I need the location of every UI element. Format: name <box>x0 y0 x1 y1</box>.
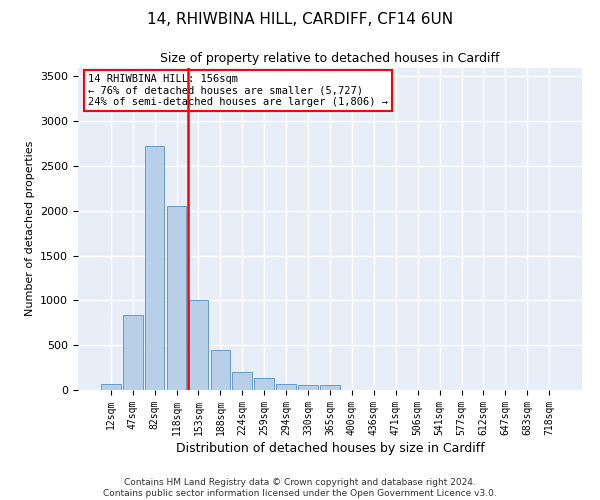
Bar <box>254 378 274 390</box>
Bar <box>123 315 143 390</box>
Bar <box>101 384 121 390</box>
Y-axis label: Number of detached properties: Number of detached properties <box>25 141 35 316</box>
Text: Contains HM Land Registry data © Crown copyright and database right 2024.
Contai: Contains HM Land Registry data © Crown c… <box>103 478 497 498</box>
Text: 14, RHIWBINA HILL, CARDIFF, CF14 6UN: 14, RHIWBINA HILL, CARDIFF, CF14 6UN <box>147 12 453 28</box>
Bar <box>320 385 340 390</box>
Bar <box>167 206 187 390</box>
Bar <box>276 384 296 390</box>
Bar <box>232 372 252 390</box>
X-axis label: Distribution of detached houses by size in Cardiff: Distribution of detached houses by size … <box>176 442 484 455</box>
Bar <box>188 300 208 390</box>
Bar <box>211 350 230 390</box>
Text: 14 RHIWBINA HILL: 156sqm
← 76% of detached houses are smaller (5,727)
24% of sem: 14 RHIWBINA HILL: 156sqm ← 76% of detach… <box>88 74 388 107</box>
Bar <box>298 384 318 390</box>
Title: Size of property relative to detached houses in Cardiff: Size of property relative to detached ho… <box>160 52 500 65</box>
Bar <box>145 146 164 390</box>
